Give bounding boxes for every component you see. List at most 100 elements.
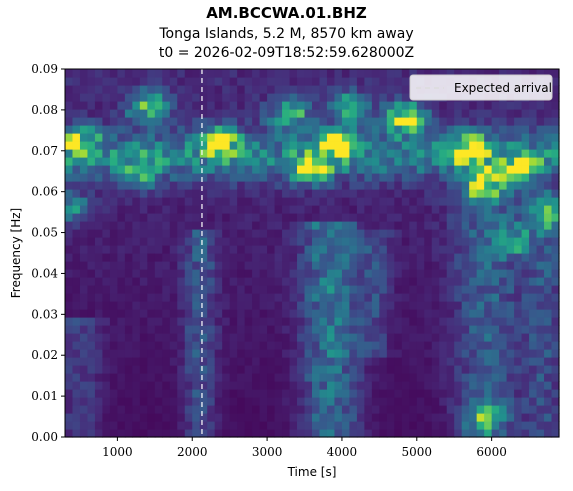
heatmap-cell [94,389,104,398]
heatmap-cell [544,165,553,174]
heatmap-cell [192,165,201,174]
heatmap-cell [416,101,425,110]
heatmap-cell [521,205,530,214]
heatmap-cell [297,413,306,422]
heatmap-cell [177,93,186,102]
heatmap-cell [259,357,268,366]
heatmap-cell [65,285,74,294]
heatmap-cell [401,365,410,374]
heatmap-cell [499,205,508,214]
heatmap-cell [356,357,365,366]
heatmap-cell [162,109,171,118]
heatmap-cell [139,309,148,318]
heatmap-cell [514,317,523,326]
heatmap-cell [371,389,380,398]
heatmap-cell [87,381,96,390]
heatmap-cell [544,413,553,422]
heatmap-cell [244,181,253,190]
heatmap-cell [356,221,365,230]
heatmap-cell [132,189,141,198]
heatmap-cell [289,77,298,86]
heatmap-cell [109,397,118,406]
heatmap-cell [356,381,365,390]
heatmap-cell [94,261,104,270]
heatmap-cell [484,69,493,78]
heatmap-cell [521,381,530,390]
heatmap-cell [334,261,343,270]
heatmap-cell [199,189,208,198]
heatmap-cell [274,133,283,142]
heatmap-cell [431,357,440,366]
heatmap-cell [461,165,470,174]
heatmap-cell [147,421,156,430]
heatmap-cell [237,229,246,238]
heatmap-cell [169,253,178,262]
heatmap-cell [312,309,321,318]
heatmap-cell [476,157,485,166]
heatmap-cell [439,181,448,190]
heatmap-cell [484,373,493,382]
heatmap-cell [259,293,268,302]
heatmap-cell [416,261,425,270]
heatmap-cell [72,101,81,110]
heatmap-cell [544,421,553,430]
heatmap-cell [132,77,141,86]
heatmap-cell [199,253,208,262]
heatmap-cell [439,309,448,318]
heatmap-cell [506,157,515,166]
heatmap-cell [326,293,336,302]
heatmap-cell [544,189,553,198]
heatmap-cell [371,293,380,302]
heatmap-cell [446,181,455,190]
heatmap-cell [424,357,433,366]
heatmap-cell [274,205,283,214]
heatmap-cell [499,341,508,350]
heatmap-cell [514,261,523,270]
heatmap-cell [379,413,388,422]
heatmap-cell [154,117,163,126]
heatmap-cell [139,293,148,302]
heatmap-cell [162,397,171,406]
heatmap-cell [252,93,261,102]
heatmap-cell [147,269,156,278]
heatmap-cell [409,301,418,310]
heatmap-cell [506,357,515,366]
heatmap-cell [274,309,283,318]
heatmap-cell [79,285,89,294]
heatmap-cell [409,221,418,230]
heatmap-cell [371,349,380,358]
heatmap-cell [446,293,455,302]
heatmap-cell [79,125,89,134]
heatmap-cell [371,421,380,430]
heatmap-cell [297,253,306,262]
heatmap-cell [147,205,156,214]
heatmap-cell [102,389,111,398]
heatmap-cell [147,237,156,246]
heatmap-cell [267,93,276,102]
heatmap-cell [431,349,440,358]
heatmap-cell [446,365,455,374]
heatmap-cell [424,133,433,142]
heatmap-cell [72,253,81,262]
heatmap-cell [192,349,201,358]
heatmap-cell [154,373,163,382]
heatmap-cell [154,77,163,86]
heatmap-cell [117,157,126,166]
heatmap-cell [551,413,560,422]
heatmap-cell [341,117,351,126]
heatmap-cell [214,205,223,214]
heatmap-cell [349,381,358,390]
heatmap-cell [341,365,351,374]
heatmap-cell [259,277,268,286]
heatmap-cell [349,373,358,382]
heatmap-cell [476,357,485,366]
heatmap-cell [147,181,156,190]
heatmap-cell [476,125,485,134]
heatmap-cell [499,413,508,422]
heatmap-cell [289,133,298,142]
heatmap-cell [289,253,298,262]
heatmap-cell [259,173,268,182]
heatmap-cell [461,109,470,118]
heatmap-cell [551,421,560,430]
heatmap-cell [476,397,485,406]
